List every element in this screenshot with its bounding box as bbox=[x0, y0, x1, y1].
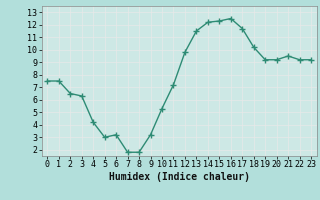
X-axis label: Humidex (Indice chaleur): Humidex (Indice chaleur) bbox=[109, 172, 250, 182]
